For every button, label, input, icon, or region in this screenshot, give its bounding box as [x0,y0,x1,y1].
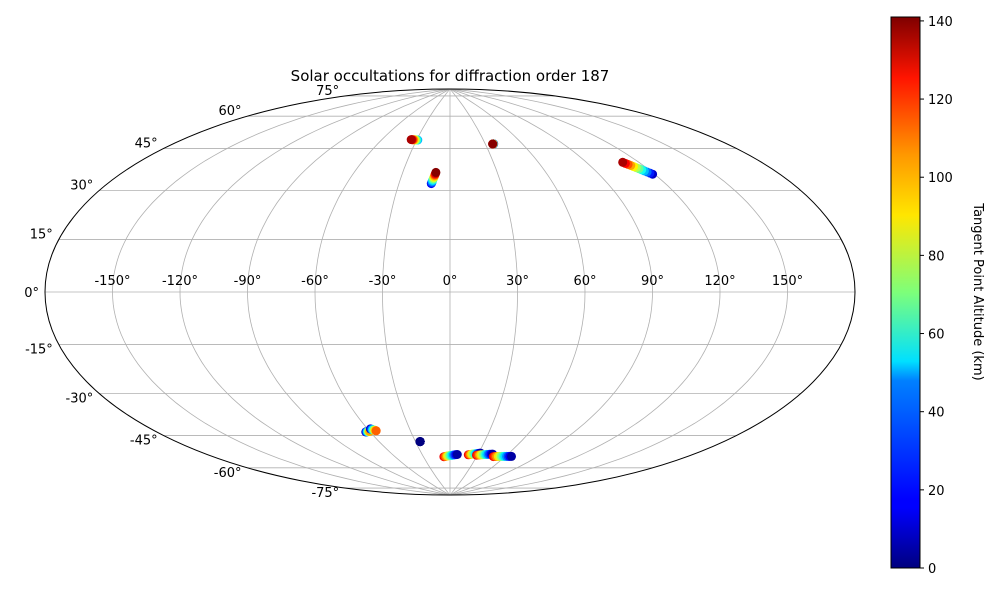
colorbar-tick-label: 120 [928,93,953,108]
data-point [618,157,628,167]
longitude-tick-label: -120° [162,274,198,289]
data-point [415,437,425,447]
data-point [452,450,462,459]
longitude-tick-label: 0° [443,274,458,289]
latitude-tick-label: -60° [214,466,242,481]
latitude-tick-label: -75° [311,486,339,501]
colorbar-tick-label: 40 [928,406,945,421]
longitude-tick-label: -60° [301,274,329,289]
longitude-tick-label: -150° [94,274,130,289]
data-points [361,135,658,462]
latitude-tick-label: 30° [70,179,93,194]
map-border [44,88,856,496]
latitude-tick-label: 75° [316,84,339,99]
latitude-tick-label: -30° [66,392,94,407]
data-point [431,167,441,177]
latitude-tick-label: 15° [30,227,53,242]
colorbar-tick-label: 80 [928,249,945,264]
colorbar-tick-label: 100 [928,171,953,186]
data-point [488,139,498,149]
longitude-tick-label: 150° [772,274,803,289]
longitude-tick-label: 30° [506,274,529,289]
gridlines [45,89,855,495]
longitude-tick-label: -90° [234,274,262,289]
colorbar-tick-label: 60 [928,328,945,343]
longitude-tick-label: -30° [369,274,397,289]
latitude-tick-label: 45° [135,136,158,151]
colorbar: 0 20 40 60 80 100 120 140 Tangent Point Altitud… [890,15,985,577]
colorbar-ticks: 0 20 40 60 80 100 120 140 [920,15,953,577]
latitude-tick-label: 60° [218,104,241,119]
colorbar-tick-label: 140 [928,15,953,30]
longitude-tick-label: 60° [573,274,596,289]
longitude-tick-labels: -150° -120° -90° -60° -30° 0° 30° 60° 90° 120° 150… [94,274,803,289]
latitude-tick-label: -45° [130,434,158,449]
chart-title: Solar occultations for diffraction order… [291,67,610,85]
data-point [406,135,416,145]
longitude-tick-label: 120° [704,274,735,289]
data-point [371,426,381,436]
latitude-tick-labels: 75° 60° 45° 30° 15° 0° -15° -30° -45° -60° -75° [24,84,339,501]
map-area: -150° -120° -90° -60° -30° 0° 30° 60° 90° 120° 150… [24,84,856,501]
colorbar-gradient [890,16,921,569]
colorbar-tick-label: 0 [928,562,936,577]
latitude-tick-label: 0° [24,286,39,301]
colorbar-label: Tangent Point Altitude (km) [970,202,985,380]
colorbar-tick-label: 20 [928,484,945,499]
latitude-tick-label: -15° [25,343,53,358]
data-point [507,451,516,461]
longitude-tick-label: 90° [641,274,664,289]
